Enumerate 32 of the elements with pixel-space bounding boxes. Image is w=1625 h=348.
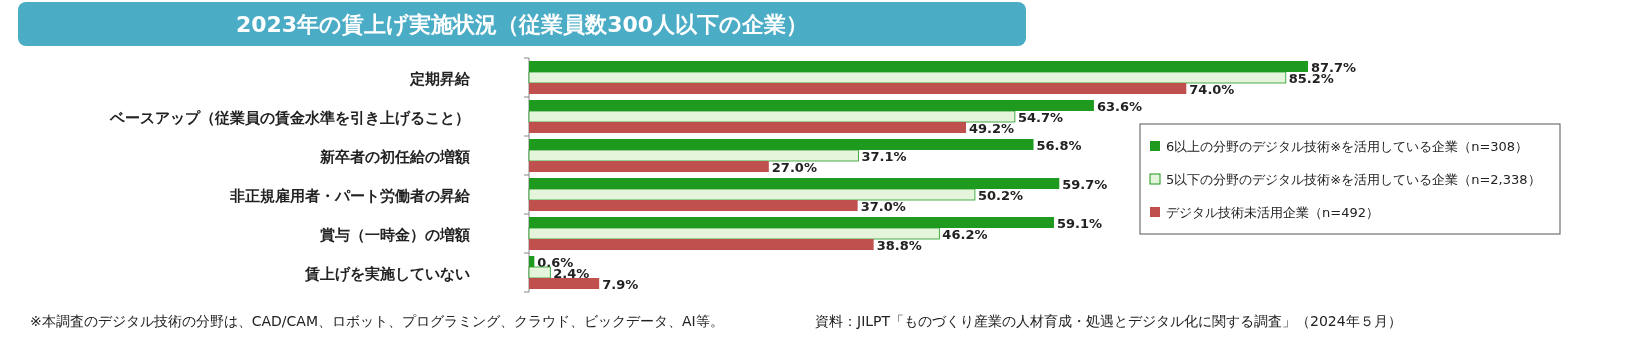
legend-label: デジタル技術未活用企業（n=492） xyxy=(1166,205,1379,220)
bar xyxy=(529,161,769,172)
data-label: 38.8% xyxy=(876,237,922,253)
data-label: 37.0% xyxy=(860,198,906,214)
data-label: 56.8% xyxy=(1036,137,1082,153)
bar xyxy=(529,122,967,133)
legend-label: 6以上の分野のデジタル技術※を活用している企業（n=308） xyxy=(1166,139,1529,154)
y-tick-label: 賃上げを実施していない xyxy=(304,264,470,283)
data-label: 46.2% xyxy=(942,226,988,242)
data-label: 59.7% xyxy=(1062,176,1108,192)
legend-label: 5以下の分野のデジタル技術※を活用している企業（n=2,338） xyxy=(1166,172,1541,187)
data-label: 63.6% xyxy=(1096,98,1143,114)
data-label: 27.0% xyxy=(771,159,817,175)
bar xyxy=(529,278,600,289)
data-label: 49.2% xyxy=(969,120,1015,136)
y-tick-label: 定期昇給 xyxy=(409,69,471,88)
bar xyxy=(529,83,1187,94)
y-tick-label: ベースアップ（従業員の賃金水準を引き上げること） xyxy=(109,108,470,127)
bar xyxy=(529,200,858,211)
data-label: 50.2% xyxy=(977,187,1024,203)
data-label: 59.1% xyxy=(1056,215,1103,231)
y-tick-label: 賞与（一時金）の増額 xyxy=(320,225,470,244)
bar xyxy=(529,239,874,250)
data-label: 74.0% xyxy=(1189,81,1235,97)
text: 資料：JILPT「ものづくり産業の人材育成・処遇とデジタル化に関する調査」（2024年５月） xyxy=(815,313,1402,329)
chart-title: 2023年の賃上げ実施状況（従業員数300人以下の企業） xyxy=(235,12,809,37)
y-tick-label: 新卒者の初任給の増額 xyxy=(319,147,470,166)
data-label: 54.7% xyxy=(1017,109,1063,125)
data-label: 37.1% xyxy=(861,148,907,164)
data-label: 7.9% xyxy=(602,276,639,292)
y-tick-label: 非正規雇用者・パート労働者の昇給 xyxy=(229,186,471,205)
text: ※本調査のデジタル技術の分野は、CAD/CAM、ロボット、プログラミング、クラウド、ビックデータ、AI等。 xyxy=(30,313,724,329)
